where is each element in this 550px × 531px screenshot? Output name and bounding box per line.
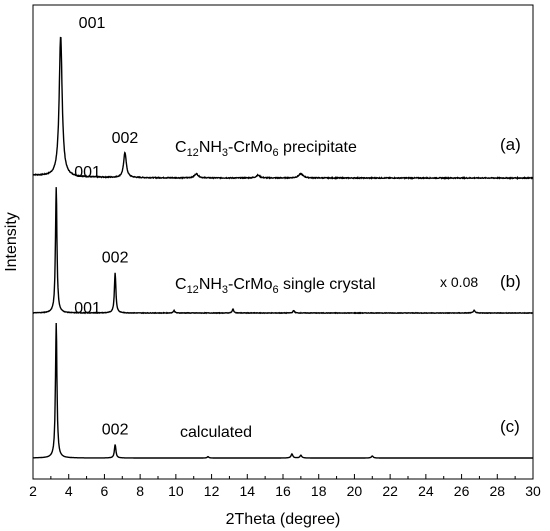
subscript: 12	[187, 284, 199, 296]
x-tick-label: 2	[29, 483, 37, 499]
x-tick-label: 10	[168, 483, 184, 499]
x-axis-label: 2Theta (degree)	[226, 511, 341, 528]
peak-label: 001	[74, 164, 101, 181]
formula-part: NH	[199, 276, 222, 293]
peak-label: 002	[102, 422, 129, 439]
x-tick-label: 20	[347, 483, 363, 499]
x-tick-label: 12	[204, 483, 220, 499]
series-line-a	[32, 36, 534, 181]
series-b: 001 002 (b) C12NH3-CrMo6 single crystal x 0.…	[32, 164, 533, 315]
series-tag: (c)	[500, 417, 520, 436]
series-line-c	[33, 322, 533, 459]
formula-part: C	[175, 276, 187, 293]
formula-part: precipitate	[279, 139, 357, 156]
x-tick-label: 18	[311, 483, 327, 499]
peak-label: 002	[112, 130, 139, 147]
series-description: C12NH3-CrMo6 precipitate	[175, 139, 357, 159]
series-description: calculated	[180, 424, 252, 441]
y-axis-label: Intensity	[3, 212, 20, 272]
x-tick-label: 16	[275, 483, 291, 499]
subscript: 12	[187, 147, 199, 159]
x-tick-label: 6	[101, 483, 109, 499]
series-c: 001 002 (c) calculated	[33, 300, 533, 459]
formula-part: -CrMo	[228, 139, 273, 156]
x-tick-label: 22	[382, 483, 398, 499]
x-ticks: 2 4 6 8 10 12 14 16 18 20 22 24 26 28 30	[29, 474, 541, 499]
peak-label: 001	[74, 300, 101, 317]
x-tick-label: 8	[136, 483, 144, 499]
formula-part: -CrMo	[228, 276, 273, 293]
subscript: 6	[272, 284, 278, 296]
series-description: C12NH3-CrMo6 single crystal	[175, 276, 376, 296]
formula-part: NH	[199, 139, 222, 156]
peak-label: 002	[102, 250, 129, 267]
series-a: 001 002 (a) C12NH3-CrMo6 precipitate	[32, 15, 534, 181]
formula-part: C	[175, 139, 187, 156]
plot-frame	[32, 4, 534, 480]
x-tick-label: 24	[418, 483, 434, 499]
x-tick-label: 4	[65, 483, 73, 499]
scale-note: x 0.08	[440, 274, 478, 290]
x-tick-label: 28	[489, 483, 505, 499]
x-tick-label: 26	[454, 483, 470, 499]
subscript: 3	[222, 284, 228, 296]
subscript: 6	[272, 147, 278, 159]
subscript: 3	[222, 147, 228, 159]
series-tag: (a)	[500, 135, 521, 154]
formula-part: single crystal	[279, 276, 376, 293]
peak-label: 001	[79, 15, 106, 32]
series-line-b	[32, 187, 533, 315]
x-tick-label: 14	[239, 483, 255, 499]
x-tick-label: 30	[525, 483, 541, 499]
series-tag: (b)	[500, 272, 521, 291]
